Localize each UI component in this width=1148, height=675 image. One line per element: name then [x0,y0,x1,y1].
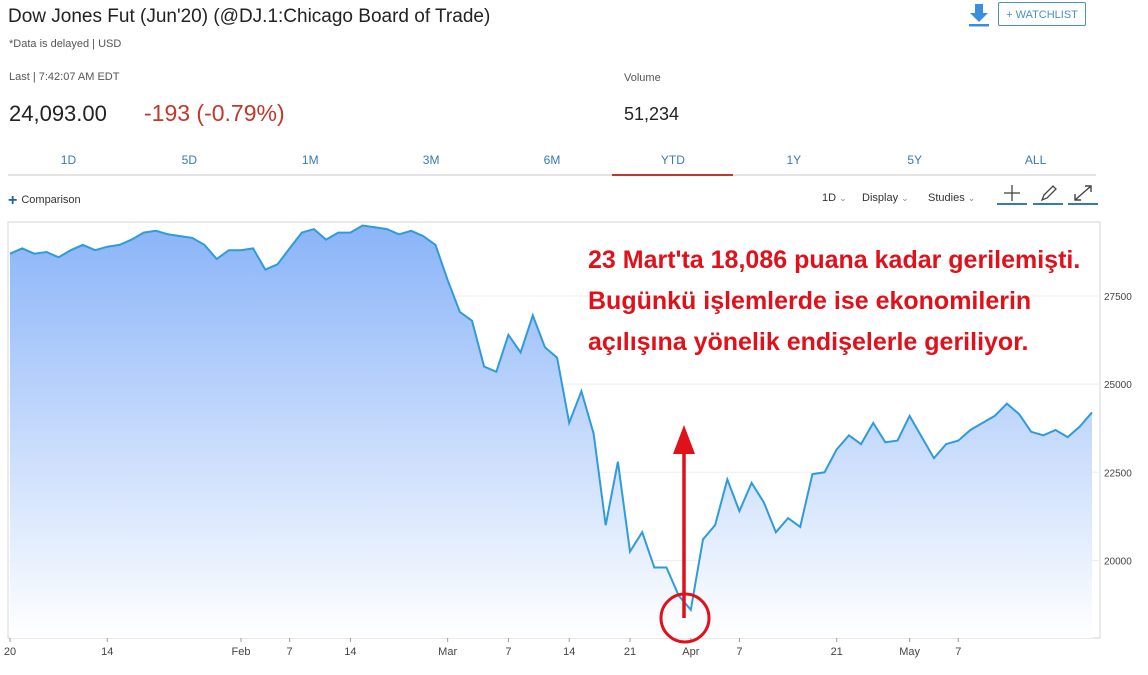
tab-6m[interactable]: 6M [543,153,561,167]
x-tick-label: 14 [344,646,356,658]
chart-annotation: 23 Mart'ta 18,086 puana kadar gerilemişt… [588,246,1081,356]
price-chart: 20000 22500 25000 27500 20 14 Feb 7 14 Mar 7 14 21 A… [4,221,1132,658]
volume-value: 51,234 [624,104,680,124]
x-tick-label: 14 [101,646,113,658]
price-area [10,225,1092,638]
tab-1d[interactable]: 1D [60,153,77,167]
x-tick-label: Mar [438,646,457,658]
y-tick-label: 25000 [1104,380,1132,391]
last-price: 24,093.00 [9,101,107,126]
last-trade-label: Last | 7:42:07 AM EDT [9,71,120,83]
x-tick-label: Apr [682,646,699,658]
tab-all[interactable]: ALL [1024,153,1047,167]
tab-1y[interactable]: 1Y [786,153,802,167]
x-tick-label: May [899,646,920,658]
display-dropdown[interactable]: Display ⌄ [862,192,909,204]
x-tick-label: 7 [736,646,742,658]
price-change: -193 (-0.79%) [144,100,285,126]
chevron-down-icon: ⌄ [839,193,847,203]
plus-icon: + [8,192,18,209]
y-tick-label: 20000 [1104,556,1132,567]
comparison-button[interactable]: + Comparison [8,192,81,210]
chevron-down-icon: ⌄ [967,193,976,203]
tab-ytd[interactable]: YTD [612,148,734,176]
price-line [9,224,1093,613]
studies-dropdown[interactable]: Studies ⌄ [928,192,976,204]
tab-5y[interactable]: 5Y [907,153,923,167]
download-icon[interactable] [968,3,990,27]
interval-dropdown[interactable]: 1D ⌄ [822,192,847,204]
timeframe-tabs: 1D 5D 1M 3M 6M YTD 1Y 5Y ALL [8,148,1096,176]
chevron-down-icon: ⌄ [901,193,909,203]
x-tick-label: 7 [505,646,511,658]
crosshair-icon[interactable] [997,183,1027,205]
page-title: Dow Jones Fut (Jun'20) (@DJ.1:Chicago Bo… [8,6,491,27]
add-to-watchlist-button[interactable]: + WATCHLIST [998,2,1086,26]
x-tick-label: 7 [287,646,293,658]
comparison-label: Comparison [21,194,81,206]
y-tick-label: 27500 [1104,292,1132,303]
low-point-marker [659,425,711,644]
expand-icon[interactable] [1068,183,1098,205]
y-tick-label: 22500 [1104,468,1132,479]
volume-label: Volume [624,72,661,84]
draw-pencil-icon[interactable] [1033,183,1063,205]
x-tick-label: 21 [624,646,636,658]
x-tick-label: 14 [563,646,575,658]
tab-5d[interactable]: 5D [181,153,197,167]
x-tick-label: Feb [232,646,251,658]
x-tick-label: 21 [831,646,843,658]
x-tick-label: 20 [4,646,16,658]
tab-3m[interactable]: 3M [422,153,440,167]
tab-1m[interactable]: 1M [301,153,319,167]
data-delayed-note: *Data is delayed | USD [9,38,122,50]
x-tick-label: 7 [955,646,961,658]
